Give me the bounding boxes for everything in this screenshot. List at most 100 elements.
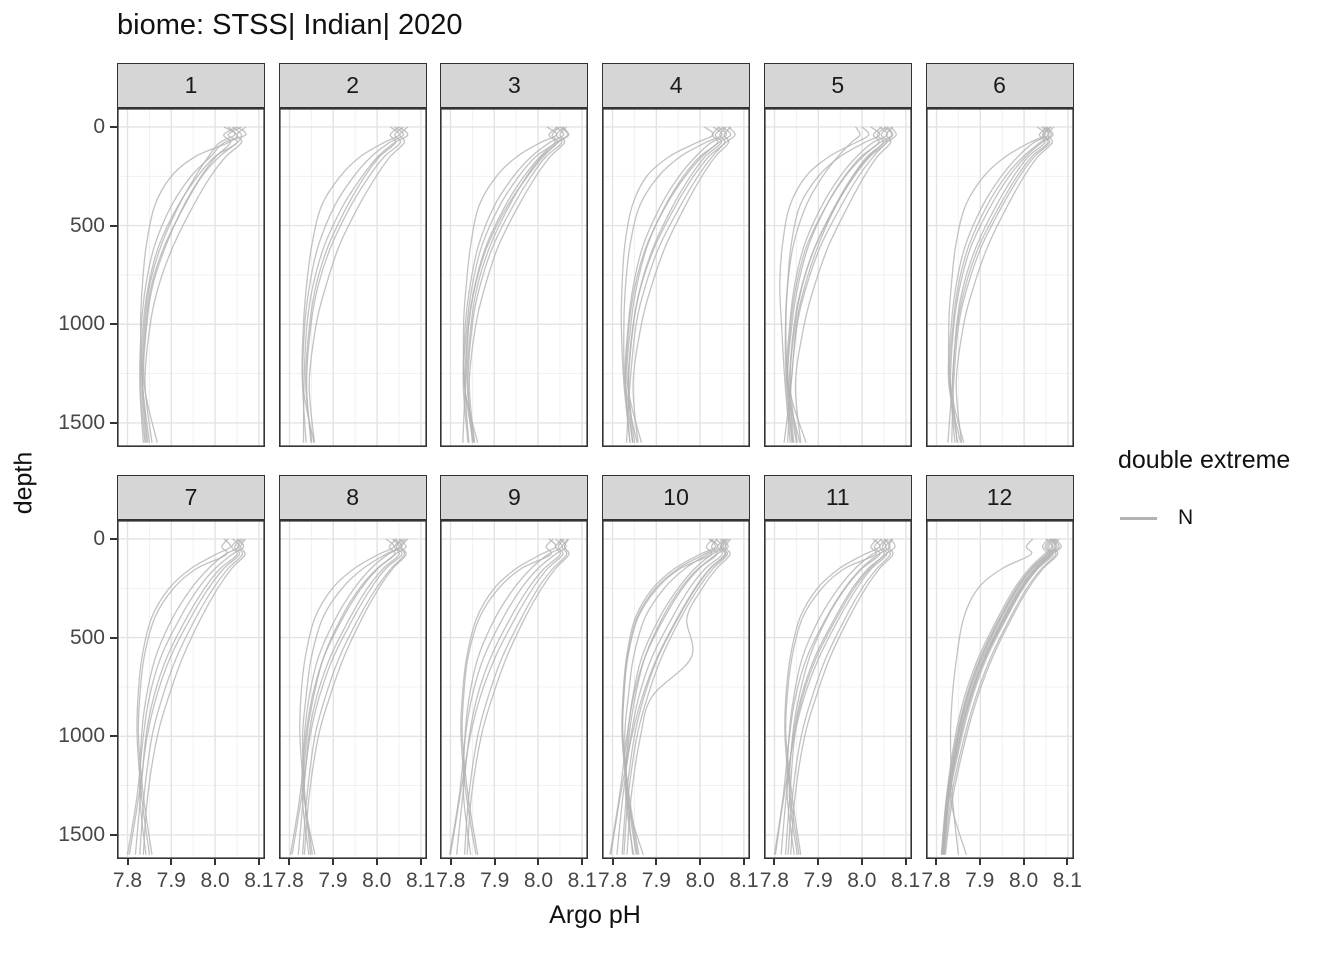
profile-line xyxy=(460,538,557,855)
profile-line xyxy=(947,126,1049,443)
profile-line xyxy=(621,538,727,855)
facet-strip-label: 2 xyxy=(346,72,360,98)
profile-line xyxy=(625,126,732,443)
profile-line xyxy=(144,126,247,443)
y-axis-tick-mark xyxy=(110,421,117,424)
x-axis-tick-mark xyxy=(860,859,863,865)
profile-line xyxy=(139,126,238,443)
x-axis-tick-label: 8.1 xyxy=(1052,869,1082,892)
y-axis-tick-mark xyxy=(110,735,117,738)
profile-line xyxy=(301,538,400,855)
x-axis-tick-mark xyxy=(817,859,820,865)
x-axis-tick-label: 7.9 xyxy=(480,869,510,892)
facet-strip-1: 1 xyxy=(117,63,265,108)
x-axis-tick-label: 8.1 xyxy=(891,869,921,892)
y-axis-tick-label: 0 xyxy=(93,526,105,550)
profile-line xyxy=(948,126,1052,443)
profile-line xyxy=(949,538,1033,855)
profile-line xyxy=(142,538,247,855)
x-axis-tick-mark xyxy=(904,859,907,865)
profile-line xyxy=(137,538,229,855)
facet-strip-label: 11 xyxy=(825,484,850,510)
legend-entry: N xyxy=(1118,505,1333,531)
profile-line xyxy=(625,538,719,855)
x-axis-tick-mark xyxy=(742,859,745,865)
facet-strip-6: 6 xyxy=(925,63,1074,108)
x-axis-tick-label: 8.0 xyxy=(685,869,715,892)
facet-strip-5: 5 xyxy=(763,63,912,108)
profile-line xyxy=(955,126,1054,443)
facet-strip-label: 7 xyxy=(184,484,198,510)
profile-line xyxy=(789,538,894,855)
facet-strip-7: 7 xyxy=(117,475,265,520)
profile-line xyxy=(783,538,881,855)
profile-line xyxy=(139,126,242,443)
profile-line xyxy=(621,538,719,855)
profile-line xyxy=(788,538,883,855)
facet-strip-label: 12 xyxy=(986,484,1013,510)
x-axis-tick-mark xyxy=(581,859,584,865)
profile-line xyxy=(940,538,1053,855)
profile-line xyxy=(297,538,402,855)
profile-line xyxy=(626,538,732,855)
facet-panel-4 xyxy=(602,108,751,447)
x-axis-tick-mark xyxy=(419,859,422,865)
y-axis-tick-label: 500 xyxy=(69,625,105,649)
facet-strip-9: 9 xyxy=(440,475,589,520)
profile-line xyxy=(623,538,730,855)
profile-line xyxy=(616,538,725,855)
y-axis-tick-mark xyxy=(110,636,117,639)
x-axis-tick-label: 8.0 xyxy=(523,869,554,892)
profile-line xyxy=(626,126,721,443)
y-axis-tick-mark xyxy=(110,537,117,540)
profile-line xyxy=(950,126,1052,443)
legend-key-line-icon xyxy=(1120,517,1157,520)
y-axis-tick-mark xyxy=(110,125,117,128)
profile-line xyxy=(305,126,404,443)
y-axis-tick-mark xyxy=(110,833,117,836)
x-axis-tick-mark xyxy=(773,859,776,865)
profile-line xyxy=(136,538,232,855)
facet-strip-8: 8 xyxy=(278,475,427,520)
facet-panel-7 xyxy=(117,520,265,859)
x-axis-tick-mark xyxy=(257,859,260,865)
profile-line xyxy=(463,126,558,443)
facet-strip-label: 4 xyxy=(669,72,683,98)
x-axis-tick-mark xyxy=(655,859,658,865)
y-axis-tick-label: 1000 xyxy=(58,724,105,748)
x-axis-tick-label: 7.9 xyxy=(803,869,833,892)
facet-strip-label: 6 xyxy=(993,72,1006,98)
profile-line xyxy=(462,126,570,443)
x-axis-tick-label: 7.9 xyxy=(156,869,186,892)
x-axis-tick-label: 7.8 xyxy=(597,869,628,892)
profile-line xyxy=(300,126,400,443)
profile-line xyxy=(139,538,245,855)
facet-strip-label: 8 xyxy=(346,484,360,510)
x-axis-tick-label: 8.1 xyxy=(405,869,436,892)
profile-line xyxy=(784,126,861,443)
facet-panel-6 xyxy=(925,108,1074,447)
profile-line xyxy=(463,126,559,443)
y-axis-tick-mark xyxy=(110,323,117,326)
facet-strip-12: 12 xyxy=(925,475,1074,520)
profile-line xyxy=(134,538,240,855)
profile-line xyxy=(298,538,395,855)
profile-line xyxy=(624,126,728,443)
profile-line xyxy=(466,538,570,855)
x-axis-tick-label: 7.9 xyxy=(965,869,995,892)
profile-line xyxy=(783,126,894,443)
y-axis-tick-label: 1500 xyxy=(58,410,105,434)
profile-line xyxy=(620,126,714,443)
facet-strip-10: 10 xyxy=(602,475,751,520)
facet-panel-2 xyxy=(278,108,427,447)
x-axis-tick-mark xyxy=(1022,859,1025,865)
x-axis-tick-mark xyxy=(126,859,129,865)
profile-line xyxy=(469,126,568,443)
x-axis-tick-label: 7.8 xyxy=(921,869,951,892)
y-axis-tick-mark xyxy=(110,224,117,227)
facet-panel-8 xyxy=(278,520,427,859)
profile-line xyxy=(786,538,887,855)
y-axis-tick-label: 0 xyxy=(93,114,105,138)
x-axis-tick-label: 8.0 xyxy=(847,869,877,892)
x-axis-tick-mark xyxy=(449,859,452,865)
